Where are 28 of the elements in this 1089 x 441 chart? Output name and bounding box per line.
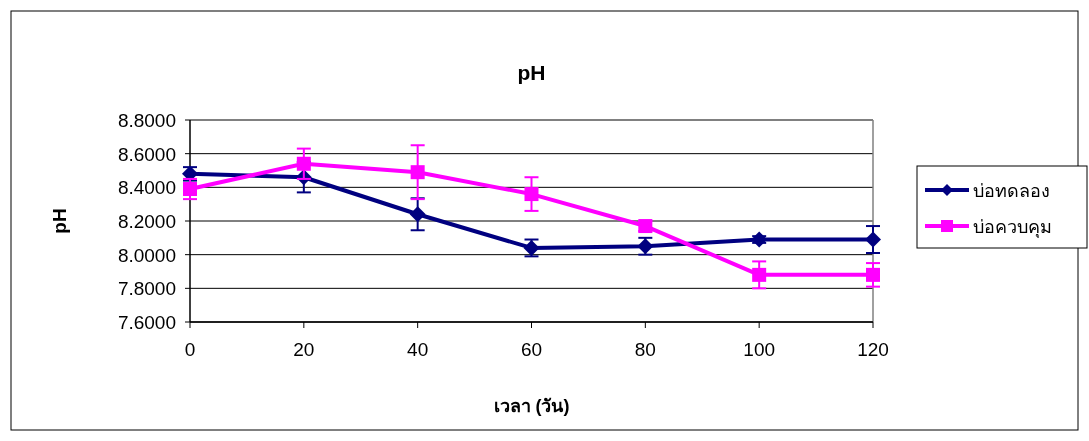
y-tick-label: 8.6000 [117,143,176,165]
point [865,231,881,248]
x-axis-title: เวลา (วัน) [493,396,570,416]
point [866,267,880,282]
point [524,187,539,202]
y-axis-title: pH [49,208,70,234]
x-tick-label: 60 [520,339,543,360]
legend-label: บ่อทดลอง [973,181,1050,201]
point [752,267,767,282]
x-tick-label: 100 [743,339,776,360]
point [410,165,425,180]
x-tick-label: 0 [184,339,196,360]
y-tick-label: 8.2000 [117,211,176,232]
point [296,156,311,171]
legend-label: บ่อควบคุม [973,217,1052,238]
point [183,182,197,197]
point [751,231,768,248]
y-tick-label: 8.0000 [117,244,176,266]
x-tick-label: 20 [293,339,315,360]
x-tick-label: 120 [857,339,889,360]
x-tick-label: 80 [634,339,656,360]
x-tick-label: 40 [407,339,429,360]
y-tick-label: 7.6000 [117,312,176,333]
y-tick-label: 8.8000 [117,110,176,131]
y-tick-label: 8.4000 [117,177,176,199]
chart-title: pH [517,61,546,84]
point [409,206,426,223]
y-tick-label: 7.8000 [117,278,176,300]
